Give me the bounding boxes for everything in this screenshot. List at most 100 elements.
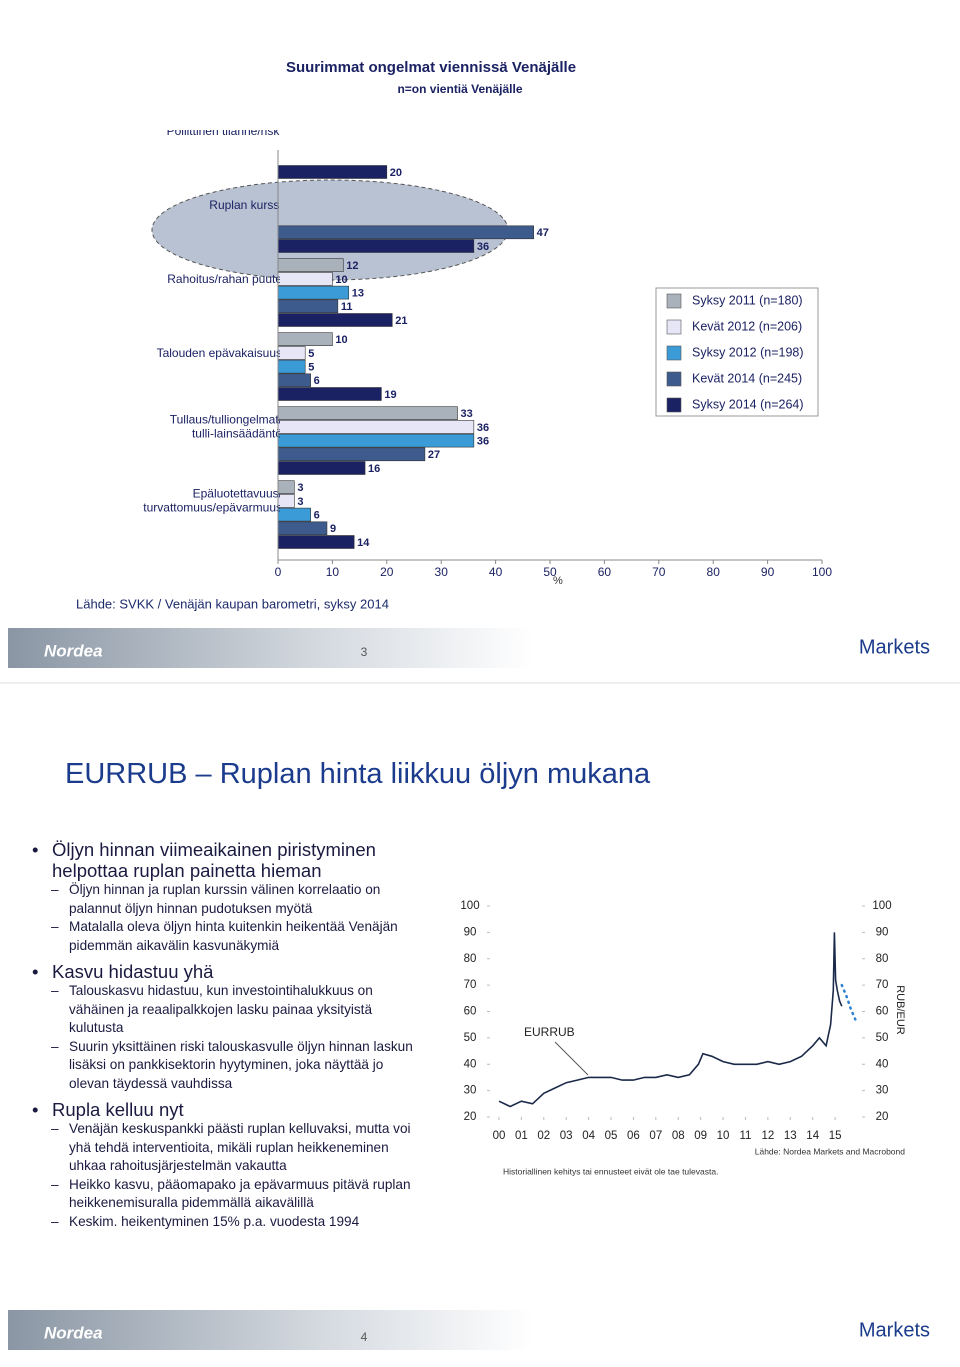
y2-tick-label: 20 xyxy=(876,1111,889,1123)
bullet: Öljyn hinnan viimeaikainen piristyminen … xyxy=(30,839,430,881)
legend-box xyxy=(655,287,819,417)
x-tick-label: 05 xyxy=(605,1130,618,1142)
value-label: 33 xyxy=(461,408,473,420)
page-number: 4 xyxy=(361,1330,368,1344)
y-tick-label: 90 xyxy=(464,926,477,938)
bar xyxy=(277,535,355,549)
bar xyxy=(277,461,366,475)
value-label: 47 xyxy=(537,227,549,239)
y2-tick-label: 50 xyxy=(876,1032,889,1044)
x-tick-label: 30 xyxy=(435,565,449,579)
x-tick-label: 09 xyxy=(694,1130,707,1142)
y2-tick-label: 80 xyxy=(876,953,889,965)
footer-band xyxy=(8,1310,708,1350)
x-tick-label: 01 xyxy=(515,1130,528,1142)
bullet-list: Öljyn hinnan viimeaikainen piristyminen … xyxy=(30,833,430,1231)
bar xyxy=(277,406,458,421)
page-number: 3 xyxy=(361,645,368,659)
x-tick-label: 03 xyxy=(560,1130,573,1142)
y2-tick-label: 100 xyxy=(872,900,891,912)
sub-bullet: Matalalla oleva öljyn hinta kuitenkin he… xyxy=(30,918,424,955)
y2-axis-label: RUB/EUR xyxy=(894,985,906,1035)
x-tick-label: 11 xyxy=(739,1130,751,1142)
value-label: 20 xyxy=(390,167,402,179)
x-tick-label: 0 xyxy=(275,565,282,579)
bar xyxy=(277,165,388,179)
bar xyxy=(277,299,339,314)
legend-label: Syksy 2012 (n=198) xyxy=(692,345,804,359)
bullet: Rupla kelluu nyt xyxy=(30,1099,430,1120)
x-tick-label: 20 xyxy=(380,565,394,579)
brand: Nordea xyxy=(44,1323,103,1342)
legend-swatch xyxy=(666,397,682,413)
y-tick-label: 30 xyxy=(464,1085,477,1097)
sub-bullet: Öljyn hinnan ja ruplan kurssin välinen k… xyxy=(30,881,424,918)
y-tick-label: 60 xyxy=(464,1006,477,1018)
y2-tick-label: 40 xyxy=(876,1058,889,1070)
category-label: Tullaus/tulliongelmat/tulli-lainsäädäntö xyxy=(170,413,283,441)
y-tick-label: 70 xyxy=(464,979,477,991)
x-tick-label: 14 xyxy=(806,1130,819,1142)
category-label: Ruplan kurssi xyxy=(209,198,282,212)
x-tick-label: 12 xyxy=(761,1130,774,1142)
bar xyxy=(277,225,534,240)
sub-bullet: Heikko kasvu, pääomapako ja epävarmuus p… xyxy=(30,1176,424,1213)
category-labels: Poliittinen tilanne/riski Ruplan kurssi Ra… xyxy=(143,130,283,515)
annotation: EURRUB xyxy=(524,1025,575,1039)
x-tick-label: 60 xyxy=(598,565,612,579)
legend-swatch xyxy=(666,293,682,309)
bar xyxy=(277,420,475,434)
legend-label: Kevät 2014 (n=245) xyxy=(692,371,802,385)
bar xyxy=(277,521,328,536)
chart-source: Lähde: Nordea Markets and Macrobond xyxy=(755,1146,906,1156)
value-label: 6 xyxy=(314,510,320,522)
sub-bullet: Venäjän keskuspankki päästi ruplan kellu… xyxy=(30,1120,424,1176)
bar xyxy=(277,332,333,347)
value-label: 5 xyxy=(308,362,314,374)
x-axis-label: % xyxy=(553,575,563,587)
x-tick-label: 08 xyxy=(672,1130,685,1142)
y2-tick-label: 70 xyxy=(876,979,889,991)
bar xyxy=(277,258,344,273)
value-label: 10 xyxy=(335,274,347,286)
legend-label: Syksy 2011 (n=180) xyxy=(692,293,803,307)
x-tick-label: 70 xyxy=(652,565,666,579)
bar xyxy=(277,433,475,448)
bar xyxy=(277,480,295,495)
bar xyxy=(277,373,311,388)
plot-area xyxy=(277,165,534,549)
chart-note: Historiallinen kehitys tai ennusteet eiv… xyxy=(503,1166,718,1176)
sub-bullet: Talouskasvu hidastuu, kun investointihal… xyxy=(30,982,424,1038)
annotation-leader xyxy=(554,1041,589,1076)
bar xyxy=(277,447,426,462)
footer-band xyxy=(8,628,708,668)
sub-bullet: Keskim. heikentyminen 15% p.a. vuodesta … xyxy=(30,1213,424,1232)
x-tick-label: 50 xyxy=(543,565,557,579)
bar xyxy=(277,239,475,253)
chart-title: Suurimmat ongelmat viennissä Venäjälle xyxy=(286,59,576,76)
bar xyxy=(277,346,306,360)
y-tick-label: 100 xyxy=(460,900,479,912)
value-label: 19 xyxy=(384,389,396,401)
legend-swatch xyxy=(666,319,682,335)
x-tick-label: 02 xyxy=(537,1130,550,1142)
value-label: 3 xyxy=(297,496,303,508)
x-tick-label: 40 xyxy=(489,565,503,579)
value-label: 14 xyxy=(357,537,370,549)
legend-label: Kevät 2012 (n=206) xyxy=(692,319,802,333)
x-tick-label: 10 xyxy=(717,1130,730,1142)
bar xyxy=(277,359,306,374)
value-label: 13 xyxy=(352,288,364,300)
value-label: 10 xyxy=(335,334,347,346)
category-label: Rahoitus/rahan puute xyxy=(167,272,282,286)
x-tick-label: 13 xyxy=(784,1130,797,1142)
y-tick-label: 50 xyxy=(464,1032,477,1044)
slide-title: EURRUB – Ruplan hinta liikkuu öljyn muka… xyxy=(65,758,651,790)
bullet: Kasvu hidastuu yhä xyxy=(30,961,430,982)
value-label: 36 xyxy=(477,241,489,253)
legend-swatch xyxy=(666,371,682,387)
value-label: 9 xyxy=(330,523,336,535)
line-series xyxy=(498,932,843,1108)
